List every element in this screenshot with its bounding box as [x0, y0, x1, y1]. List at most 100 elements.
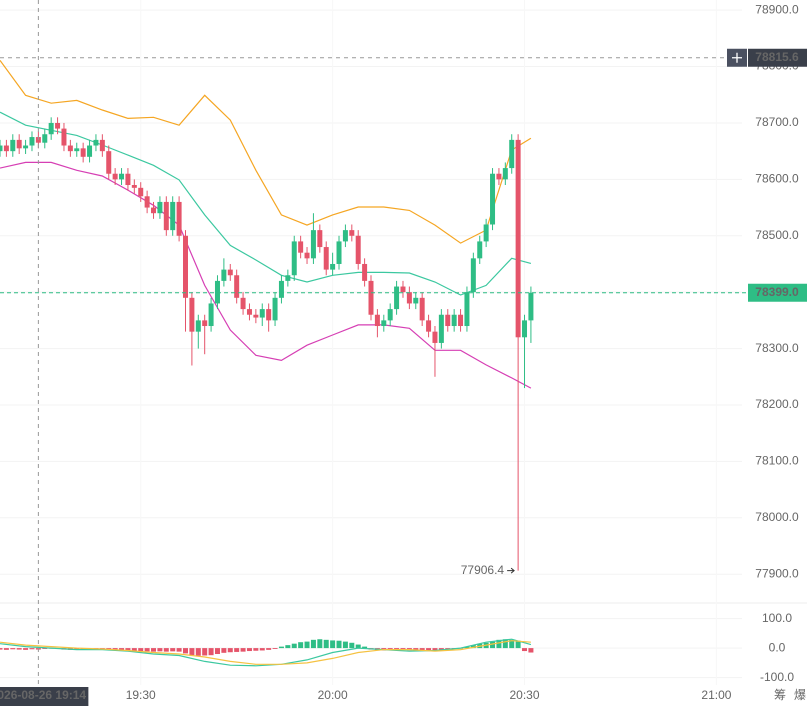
- candle-body: [259, 309, 265, 318]
- x-tick-label: 21:00: [701, 688, 731, 702]
- macd-bar: [349, 642, 355, 649]
- toolbar-button[interactable]: 爆: [794, 688, 806, 702]
- macd-bar: [304, 641, 310, 649]
- y-tick-label: 77900.0: [755, 566, 799, 580]
- macd-bar: [74, 648, 80, 650]
- macd-bar: [16, 648, 22, 650]
- candle-body: [438, 314, 444, 343]
- candle-body: [362, 263, 368, 281]
- candle-body: [317, 230, 323, 248]
- macd-bar: [522, 648, 528, 652]
- candle-body: [451, 314, 457, 327]
- candle-body: [119, 173, 125, 180]
- macd-bar: [310, 639, 316, 649]
- macd-line: [0, 640, 531, 665]
- candle-body: [3, 145, 9, 152]
- macd-bar: [170, 648, 176, 652]
- crosshair-price-label: 78815.6: [755, 50, 799, 64]
- x-tick-label: 20:00: [318, 688, 348, 702]
- macd-bar: [490, 641, 496, 649]
- candle-body: [157, 201, 163, 214]
- candle-body: [464, 292, 470, 327]
- candle-body: [138, 187, 144, 197]
- crosshair-price-box: [748, 48, 807, 67]
- macd-bar: [23, 648, 29, 650]
- candle-body: [131, 185, 137, 188]
- candle-body: [67, 145, 73, 152]
- macd-bar: [202, 648, 208, 656]
- y-tick-label: 78700.0: [755, 115, 799, 129]
- candle-body: [304, 252, 310, 259]
- candle-body: [246, 309, 252, 315]
- y-tick-label: 78500.0: [755, 228, 799, 242]
- candle-body: [349, 230, 355, 236]
- toolbar-button[interactable]: 筹: [774, 688, 786, 702]
- candle-body: [330, 263, 336, 270]
- macd-bar: [470, 645, 476, 649]
- macd-bar: [138, 648, 144, 652]
- candle-body: [323, 247, 329, 270]
- candle-body: [368, 280, 374, 315]
- candle-body: [183, 235, 188, 298]
- macd-bar: [291, 643, 297, 649]
- y-tick-label: 78300.0: [755, 341, 799, 355]
- candle-body: [208, 303, 214, 327]
- macd-bar: [195, 648, 201, 656]
- candle-body: [394, 286, 400, 310]
- macd-bar: [323, 639, 329, 649]
- candle-body: [176, 201, 182, 236]
- macd-bar: [80, 648, 86, 650]
- macd-bar: [278, 646, 284, 649]
- macd-bar: [445, 648, 451, 650]
- macd-bar: [151, 648, 157, 652]
- macd-bar: [183, 648, 188, 654]
- candle-body: [0, 145, 3, 152]
- x-tick-label: 19:30: [126, 688, 156, 702]
- macd-bar: [528, 648, 534, 653]
- macd-bar: [221, 648, 227, 653]
- macd-bar: [298, 642, 304, 649]
- macd-bar: [144, 648, 150, 652]
- candle-body: [470, 258, 476, 293]
- candle-body: [74, 148, 80, 152]
- candle-body: [48, 122, 54, 135]
- candle-body: [387, 309, 393, 321]
- candle-body: [278, 280, 284, 298]
- candle-body: [55, 122, 61, 129]
- candle-body: [202, 320, 208, 327]
- macd-bar: [29, 648, 35, 650]
- macd-bar: [394, 648, 400, 650]
- candle-body: [502, 168, 508, 180]
- macd-bar: [253, 648, 259, 651]
- candle-body: [413, 297, 419, 304]
- candle-body: [285, 275, 291, 281]
- candle-body: [522, 320, 528, 338]
- candle-body: [112, 173, 118, 180]
- candle-body: [234, 275, 240, 298]
- macd-bar: [426, 648, 432, 652]
- candle-body: [99, 139, 105, 152]
- candle-body: [195, 320, 201, 332]
- candle-body: [125, 173, 131, 186]
- macd-bar: [189, 648, 195, 656]
- candle-body: [151, 207, 157, 214]
- candle-body: [144, 196, 150, 208]
- candle-body: [528, 292, 534, 321]
- candle-body: [298, 241, 304, 253]
- candle-body: [10, 139, 16, 152]
- macd-bar: [125, 648, 131, 651]
- macd-bar: [214, 648, 220, 655]
- band-line: [0, 161, 532, 389]
- candle-body: [426, 320, 432, 332]
- macd-bar: [131, 648, 137, 652]
- macd-bar: [400, 648, 406, 650]
- candle-body: [80, 148, 86, 157]
- candle-body: [272, 297, 278, 321]
- macd-tick-label: 0.0: [769, 640, 786, 654]
- candle-body: [29, 137, 35, 146]
- candle-body: [61, 128, 67, 146]
- candle-body: [381, 320, 387, 327]
